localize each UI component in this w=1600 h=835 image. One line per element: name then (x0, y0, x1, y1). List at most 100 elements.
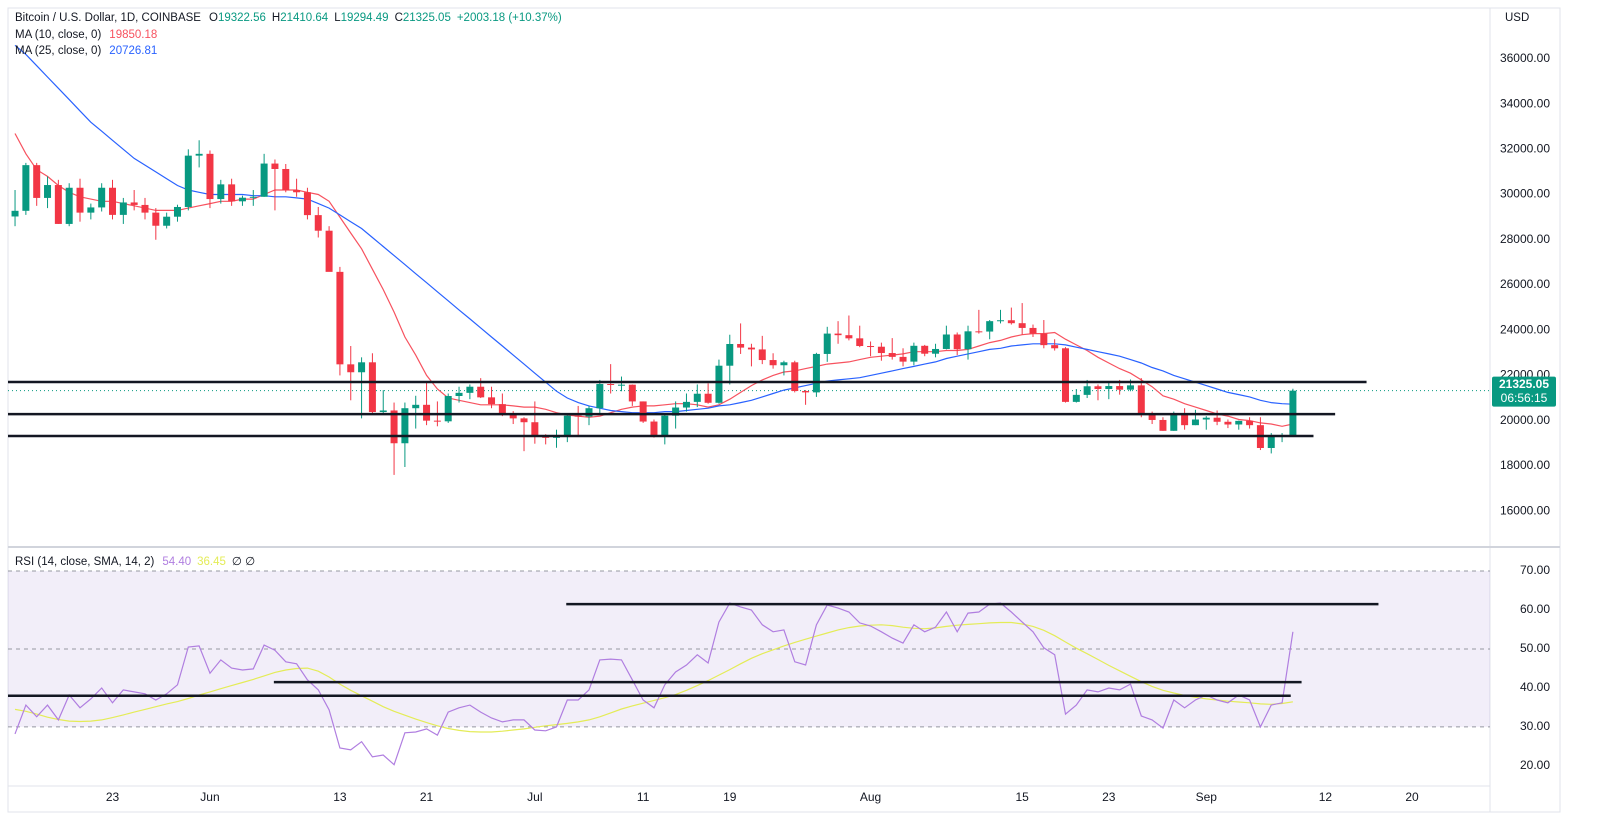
candle-body (1051, 345, 1059, 349)
candle-body (921, 345, 929, 354)
candle-body (997, 320, 1005, 322)
candle-body (899, 356, 907, 362)
candle-body (617, 384, 625, 386)
candle-body (1105, 386, 1113, 389)
candle-body (412, 404, 420, 409)
candle-body (1072, 394, 1080, 402)
candle-body (780, 362, 788, 366)
candle-body (758, 349, 766, 361)
symbol-legend: Bitcoin / U.S. Dollar, 1D, COINBASE O1932… (15, 12, 562, 24)
candle-body (1137, 385, 1145, 415)
y-tick-label: 60.00 (1520, 602, 1550, 616)
y-tick-label: 28000.00 (1500, 232, 1550, 246)
y-tick-label: 34000.00 (1500, 96, 1550, 110)
price-tag-value: 21325.05 (1499, 377, 1549, 391)
candle-body (498, 404, 506, 415)
x-tick-label: 21 (420, 790, 434, 804)
candle-body (1170, 414, 1178, 431)
moving-average-line (14, 133, 1294, 427)
candle-body (596, 384, 604, 409)
candle-body (1083, 386, 1091, 395)
candle-body (986, 321, 994, 332)
candle-body (65, 187, 73, 224)
candle-body (823, 333, 831, 354)
y-tick-label: 40.00 (1520, 680, 1550, 694)
rsi-line (14, 602, 1294, 766)
currency: USD (1505, 12, 1529, 24)
x-tick-label: 19 (723, 790, 737, 804)
candle-body (433, 420, 441, 422)
candle-body (661, 415, 669, 436)
candle-body (152, 212, 160, 226)
candle-body (76, 187, 84, 213)
x-tick-label: Sep (1196, 790, 1218, 804)
x-tick-label: Aug (860, 790, 881, 804)
candle-body (1267, 436, 1275, 449)
candle-body (964, 331, 972, 350)
frame (7, 7, 1561, 813)
price-tag-countdown: 06:56:15 (1501, 391, 1548, 405)
candle-body (888, 353, 896, 357)
candle-body (314, 215, 322, 231)
y-tick-label: 36000.00 (1500, 51, 1550, 65)
candle-body (856, 338, 864, 347)
rsi-title: RSI (14, close, SMA, 14, 2) (15, 556, 155, 568)
candle-body (1007, 320, 1015, 324)
candle-body (206, 153, 214, 200)
candle-body (585, 408, 593, 417)
candle-body (531, 422, 539, 437)
candle-body (1094, 386, 1102, 389)
ma-value: 20726.81 (109, 45, 157, 57)
x-tick-label: 12 (1319, 790, 1333, 804)
candle-body (141, 204, 149, 213)
candle-body (910, 345, 918, 362)
candle-body (119, 202, 127, 215)
ma-value: 19850.18 (109, 29, 157, 41)
candle-body (325, 230, 333, 272)
candle-body (98, 187, 106, 208)
candle-body (715, 365, 723, 403)
candle-body (195, 153, 203, 156)
change: +2003.18 (+10.37%) (457, 12, 562, 24)
candle-body (173, 206, 181, 217)
candle-body (228, 184, 236, 202)
y-tick-label: 18000.00 (1500, 458, 1550, 472)
ohlc-value: 19294.49 (341, 12, 389, 24)
ohlc-key: H (272, 12, 280, 24)
candle-body (747, 347, 755, 350)
x-tick-label: Jun (200, 790, 219, 804)
rsi-sma-value: 36.45 (197, 556, 226, 568)
ma-name: MA (25, close, 0) (15, 45, 101, 57)
y-tick-label: 50.00 (1520, 641, 1550, 655)
candle-body (1159, 419, 1167, 431)
candle-body (293, 190, 301, 193)
candle-body (282, 168, 290, 191)
candle-body (260, 163, 268, 197)
candle-body (1235, 420, 1243, 425)
candle-body (130, 202, 138, 205)
x-tick-label: 15 (1015, 790, 1029, 804)
ma-name: MA (10, close, 0) (15, 29, 101, 41)
candle-body (368, 362, 376, 413)
candle-body (834, 333, 842, 336)
candle-body (1181, 414, 1189, 426)
y-tick-label: 32000.00 (1500, 141, 1550, 155)
candle-body (737, 343, 745, 348)
candle-body (1018, 323, 1026, 328)
candle-body (650, 421, 658, 436)
candle-body (812, 353, 820, 393)
x-tick-label: 23 (1102, 790, 1116, 804)
candle-body (802, 391, 810, 393)
candle-body (249, 196, 257, 198)
candle-body (466, 386, 474, 393)
y-tick-label: 30.00 (1520, 719, 1550, 733)
candle-body (953, 334, 961, 350)
candle-body (672, 407, 680, 416)
x-tick-label: 20 (1405, 790, 1419, 804)
candle-body (628, 384, 636, 402)
candle-body (1061, 348, 1069, 402)
candle-body (22, 165, 30, 211)
candle-body (44, 185, 52, 198)
candle-body (520, 418, 528, 423)
